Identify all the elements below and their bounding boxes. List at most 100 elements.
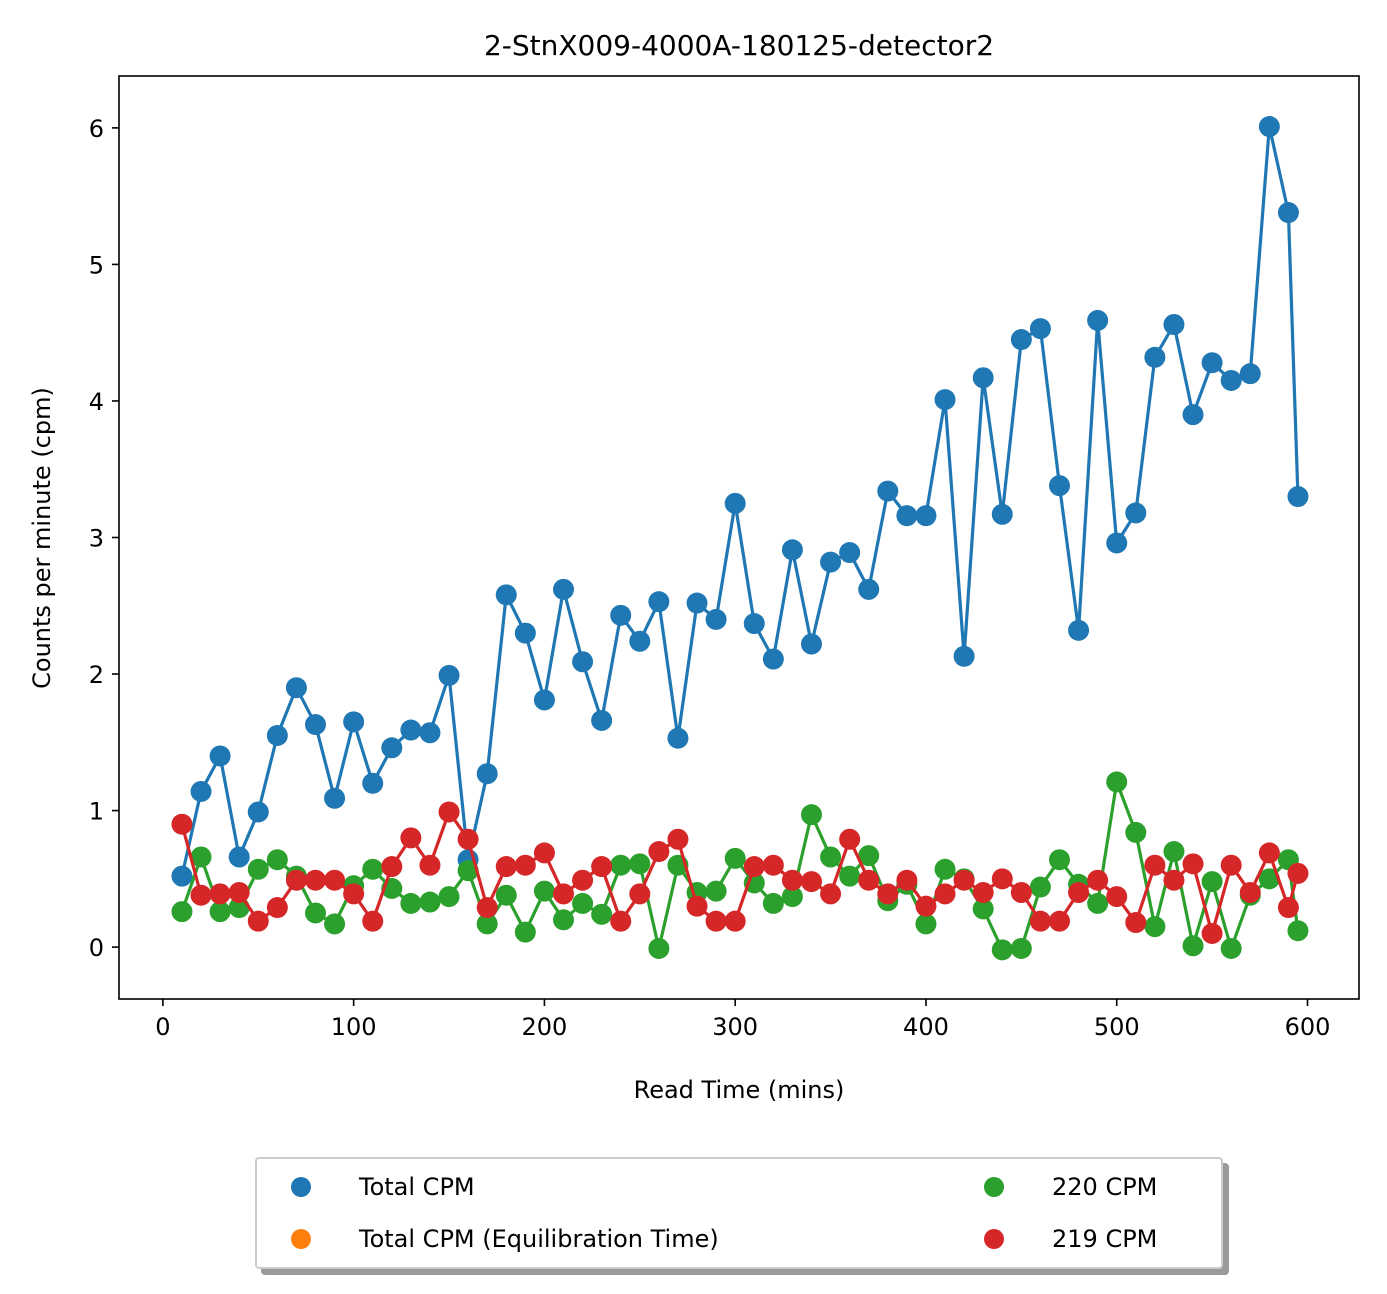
y-tick-label: 1 bbox=[89, 798, 104, 826]
data-point-total-cpm bbox=[266, 724, 288, 746]
data-point-220-cpm bbox=[781, 886, 803, 908]
data-point-total-cpm bbox=[1287, 486, 1309, 508]
data-point-220-cpm bbox=[800, 804, 822, 826]
legend-marker-total-cpm bbox=[291, 1177, 311, 1197]
data-point-219-cpm bbox=[476, 897, 498, 919]
data-point-total-cpm bbox=[762, 648, 784, 670]
data-point-219-cpm bbox=[457, 828, 479, 850]
data-point-total-cpm bbox=[171, 865, 193, 887]
x-axis: 0 100 200 300 400 500 600 bbox=[155, 999, 1330, 1041]
data-point-219-cpm bbox=[877, 883, 899, 905]
series-total-cpm bbox=[171, 116, 1309, 887]
data-point-220-cpm bbox=[400, 892, 422, 914]
data-point-219-cpm bbox=[1239, 882, 1261, 903]
x-tick-label: 200 bbox=[522, 1013, 568, 1041]
legend-item-total-cpm: Total CPM bbox=[291, 1167, 475, 1207]
data-point-total-cpm bbox=[934, 389, 956, 411]
data-point-total-cpm bbox=[1068, 619, 1090, 641]
data-point-total-cpm bbox=[572, 651, 594, 673]
legend-marker-equilibration bbox=[291, 1229, 311, 1249]
data-point-219-cpm bbox=[228, 882, 250, 903]
data-point-220-cpm bbox=[591, 903, 613, 925]
data-point-219-cpm bbox=[781, 869, 803, 891]
x-tick-label: 500 bbox=[1094, 1013, 1140, 1041]
data-point-220-cpm bbox=[438, 886, 460, 908]
data-point-220-cpm bbox=[362, 858, 384, 880]
data-point-219-cpm bbox=[495, 856, 517, 878]
data-point-total-cpm bbox=[705, 608, 727, 630]
series-layer bbox=[171, 116, 1309, 961]
legend-item-equilibration: Total CPM (Equilibration Time) bbox=[291, 1219, 719, 1259]
legend-item-219-cpm: 219 CPM bbox=[984, 1219, 1157, 1259]
data-point-219-cpm bbox=[762, 854, 784, 876]
data-point-total-cpm bbox=[1182, 404, 1204, 426]
data-point-220-cpm bbox=[1144, 916, 1166, 938]
data-point-219-cpm bbox=[304, 869, 326, 891]
data-point-220-cpm bbox=[190, 846, 212, 868]
data-point-219-cpm bbox=[438, 801, 460, 823]
data-point-total-cpm bbox=[896, 505, 918, 527]
data-point-219-cpm bbox=[648, 841, 670, 863]
data-point-total-cpm bbox=[743, 613, 765, 635]
legend-marker-220-cpm bbox=[984, 1177, 1004, 1197]
data-point-220-cpm bbox=[820, 846, 842, 868]
data-point-220-cpm bbox=[1220, 937, 1242, 959]
data-point-219-cpm bbox=[953, 869, 975, 891]
data-point-220-cpm bbox=[1125, 821, 1147, 843]
data-point-total-cpm bbox=[419, 722, 441, 744]
x-tick-label: 400 bbox=[903, 1013, 949, 1041]
y-tick-label: 6 bbox=[89, 115, 104, 143]
data-point-total-cpm bbox=[1029, 318, 1051, 340]
data-point-220-cpm bbox=[610, 854, 632, 876]
data-point-219-cpm bbox=[1144, 854, 1166, 876]
data-point-total-cpm bbox=[1144, 346, 1166, 368]
data-point-total-cpm bbox=[629, 630, 651, 652]
data-point-total-cpm bbox=[610, 604, 632, 626]
data-point-total-cpm bbox=[495, 584, 517, 606]
y-tick-label: 4 bbox=[89, 388, 104, 416]
data-point-220-cpm bbox=[476, 913, 498, 935]
data-point-219-cpm bbox=[419, 854, 441, 876]
data-point-220-cpm bbox=[724, 847, 746, 869]
data-point-220-cpm bbox=[915, 913, 937, 935]
data-point-total-cpm bbox=[1048, 475, 1070, 497]
x-axis-label: Read Time (mins) bbox=[634, 1076, 845, 1104]
data-point-219-cpm bbox=[705, 910, 727, 932]
data-point-total-cpm bbox=[1010, 329, 1032, 351]
data-point-220-cpm bbox=[171, 901, 193, 923]
data-point-total-cpm bbox=[381, 737, 403, 759]
data-point-220-cpm bbox=[1106, 771, 1128, 793]
data-point-total-cpm bbox=[724, 492, 746, 514]
data-point-219-cpm bbox=[1029, 910, 1051, 932]
x-tick-label: 300 bbox=[712, 1013, 758, 1041]
data-point-219-cpm bbox=[915, 895, 937, 917]
data-point-total-cpm bbox=[247, 801, 269, 823]
data-point-220-cpm bbox=[304, 902, 326, 924]
data-point-219-cpm bbox=[991, 868, 1013, 890]
data-point-219-cpm bbox=[629, 883, 651, 905]
data-point-total-cpm bbox=[781, 539, 803, 561]
data-point-219-cpm bbox=[381, 856, 403, 878]
series-219-cpm bbox=[171, 801, 1309, 944]
y-tick-label: 3 bbox=[89, 525, 104, 553]
data-point-219-cpm bbox=[972, 882, 994, 903]
data-point-total-cpm bbox=[209, 745, 231, 767]
data-point-219-cpm bbox=[533, 842, 555, 864]
data-point-total-cpm bbox=[800, 633, 822, 655]
data-point-219-cpm bbox=[552, 883, 574, 905]
data-point-220-cpm bbox=[457, 860, 479, 882]
data-point-219-cpm bbox=[1048, 910, 1070, 932]
y-axis: 0 1 2 3 4 5 6 bbox=[89, 115, 119, 962]
x-tick-label: 0 bbox=[155, 1013, 170, 1041]
data-point-219-cpm bbox=[1163, 869, 1185, 891]
data-point-220-cpm bbox=[572, 892, 594, 914]
legend-label-219-cpm: 219 CPM bbox=[1052, 1225, 1158, 1253]
data-point-total-cpm bbox=[648, 591, 670, 613]
data-point-total-cpm bbox=[1201, 352, 1223, 374]
legend-label-220-cpm: 220 CPM bbox=[1052, 1173, 1158, 1201]
data-point-total-cpm bbox=[1239, 363, 1261, 385]
data-point-total-cpm bbox=[285, 677, 307, 699]
data-point-220-cpm bbox=[1182, 935, 1204, 957]
data-point-220-cpm bbox=[1163, 841, 1185, 863]
